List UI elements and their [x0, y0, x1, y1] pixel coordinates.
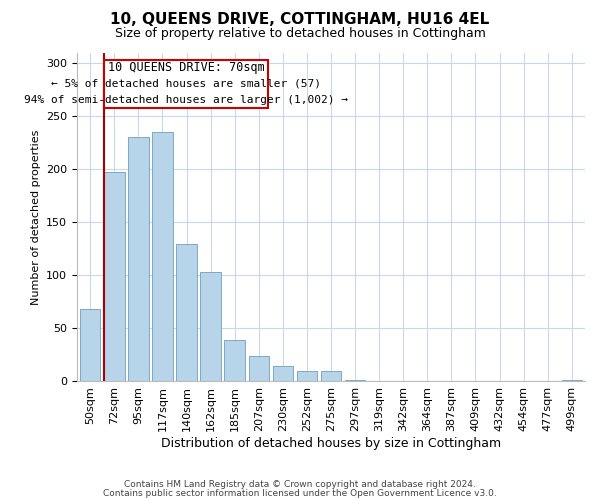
Bar [296, 371, 317, 382]
Text: ← 5% of detached houses are smaller (57): ← 5% of detached houses are smaller (57) [51, 79, 321, 89]
Bar [224, 340, 245, 382]
Bar [321, 371, 341, 382]
FancyBboxPatch shape [104, 60, 268, 108]
Bar [176, 244, 197, 382]
Text: 10, QUEENS DRIVE, COTTINGHAM, HU16 4EL: 10, QUEENS DRIVE, COTTINGHAM, HU16 4EL [110, 12, 490, 28]
Bar [152, 132, 173, 382]
Bar [80, 310, 100, 382]
X-axis label: Distribution of detached houses by size in Cottingham: Distribution of detached houses by size … [161, 437, 501, 450]
Bar [248, 356, 269, 382]
Text: 94% of semi-detached houses are larger (1,002) →: 94% of semi-detached houses are larger (… [24, 94, 348, 104]
Bar [272, 366, 293, 382]
Text: Size of property relative to detached houses in Cottingham: Size of property relative to detached ho… [115, 28, 485, 40]
Bar [345, 380, 365, 382]
Bar [200, 272, 221, 382]
Bar [128, 138, 149, 382]
Text: Contains public sector information licensed under the Open Government Licence v3: Contains public sector information licen… [103, 489, 497, 498]
Text: Contains HM Land Registry data © Crown copyright and database right 2024.: Contains HM Land Registry data © Crown c… [124, 480, 476, 489]
Y-axis label: Number of detached properties: Number of detached properties [31, 130, 41, 304]
Bar [104, 172, 125, 382]
Text: 10 QUEENS DRIVE: 70sqm: 10 QUEENS DRIVE: 70sqm [108, 62, 265, 74]
Bar [562, 380, 582, 382]
